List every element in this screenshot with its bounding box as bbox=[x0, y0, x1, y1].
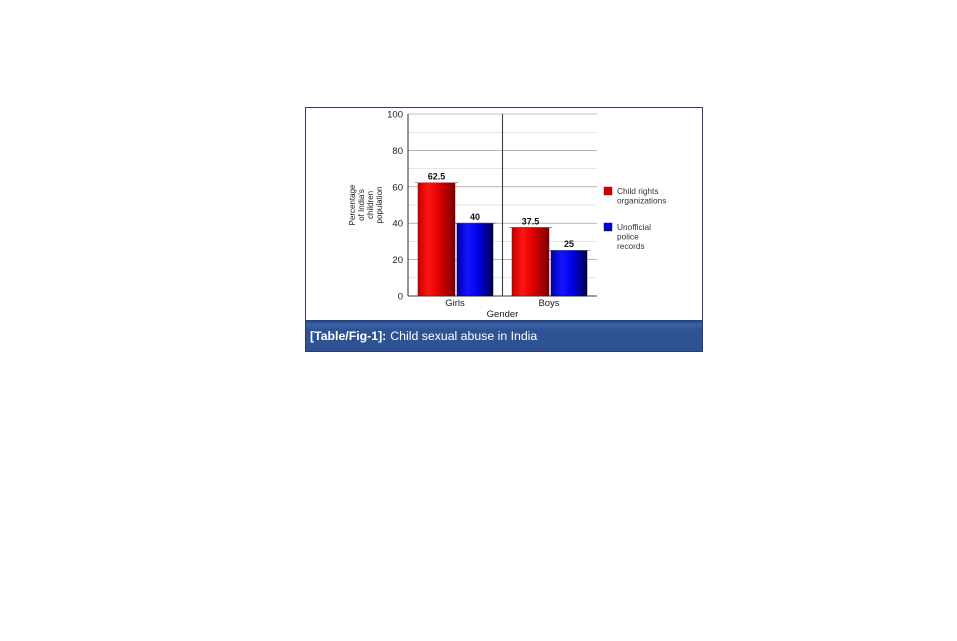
svg-text:37.5: 37.5 bbox=[522, 216, 540, 226]
svg-text:Girls: Girls bbox=[445, 298, 465, 309]
svg-text:Unofficial: Unofficial bbox=[617, 222, 651, 232]
svg-text:20: 20 bbox=[392, 255, 403, 266]
svg-text:population: population bbox=[375, 187, 384, 224]
svg-text:0: 0 bbox=[398, 292, 403, 303]
svg-text:Child rights: Child rights bbox=[617, 186, 659, 196]
svg-text:100: 100 bbox=[387, 110, 403, 121]
svg-text:Percentage: Percentage bbox=[348, 184, 357, 225]
svg-text:records: records bbox=[617, 241, 645, 251]
svg-text:children: children bbox=[366, 191, 375, 219]
svg-text:Boys: Boys bbox=[538, 298, 559, 309]
svg-text:60: 60 bbox=[392, 182, 403, 193]
svg-text:40: 40 bbox=[470, 212, 480, 222]
svg-text:25: 25 bbox=[564, 239, 574, 249]
svg-text:police: police bbox=[617, 232, 639, 242]
svg-text:62.5: 62.5 bbox=[428, 172, 446, 182]
svg-text:80: 80 bbox=[392, 146, 403, 157]
svg-text:Gender: Gender bbox=[487, 309, 519, 320]
svg-text:of India's: of India's bbox=[357, 189, 366, 221]
svg-text:40: 40 bbox=[392, 219, 403, 230]
svg-text:organizations: organizations bbox=[617, 196, 666, 206]
